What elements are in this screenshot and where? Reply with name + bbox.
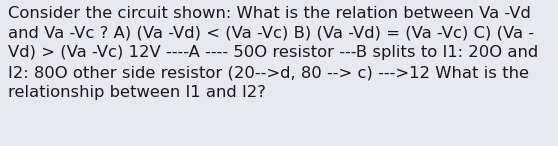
Text: Consider the circuit shown: What is the relation between Va -Vd
and Va -Vc ? A) : Consider the circuit shown: What is the … (8, 6, 538, 100)
